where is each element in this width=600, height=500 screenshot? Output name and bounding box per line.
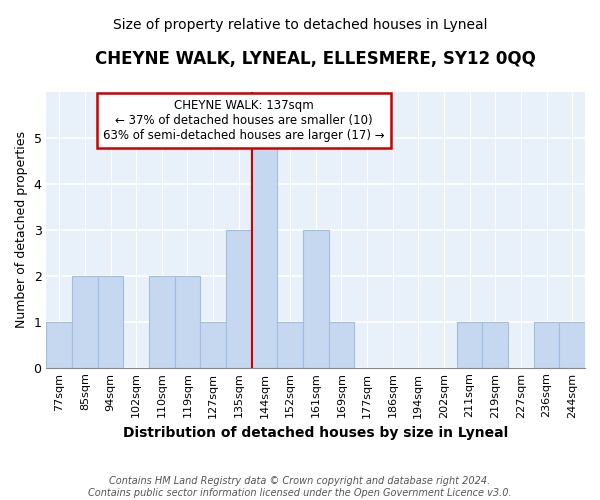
Bar — [559, 322, 585, 368]
Bar — [98, 276, 124, 368]
Text: Contains HM Land Registry data © Crown copyright and database right 2024.
Contai: Contains HM Land Registry data © Crown c… — [88, 476, 512, 498]
Text: Size of property relative to detached houses in Lyneal: Size of property relative to detached ho… — [113, 18, 487, 32]
Bar — [457, 322, 482, 368]
Bar — [200, 322, 226, 368]
Bar — [149, 276, 175, 368]
Bar — [303, 230, 329, 368]
Y-axis label: Number of detached properties: Number of detached properties — [15, 131, 28, 328]
Bar — [329, 322, 354, 368]
Bar — [72, 276, 98, 368]
Bar — [251, 138, 277, 368]
Title: CHEYNE WALK, LYNEAL, ELLESMERE, SY12 0QQ: CHEYNE WALK, LYNEAL, ELLESMERE, SY12 0QQ — [95, 50, 536, 68]
Bar — [46, 322, 72, 368]
Bar — [534, 322, 559, 368]
Bar — [482, 322, 508, 368]
Bar — [175, 276, 200, 368]
Text: CHEYNE WALK: 137sqm
← 37% of detached houses are smaller (10)
63% of semi-detach: CHEYNE WALK: 137sqm ← 37% of detached ho… — [103, 98, 385, 142]
Bar — [226, 230, 251, 368]
X-axis label: Distribution of detached houses by size in Lyneal: Distribution of detached houses by size … — [123, 426, 508, 440]
Bar — [277, 322, 303, 368]
